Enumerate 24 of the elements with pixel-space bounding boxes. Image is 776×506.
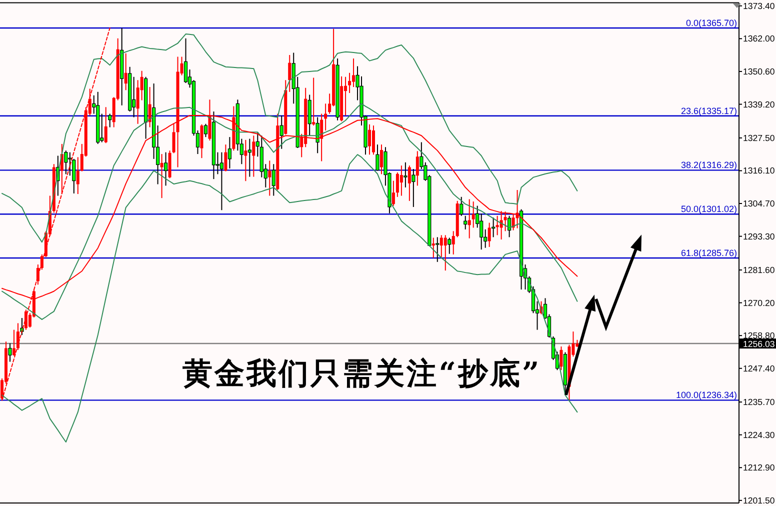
y-tick-label: 1258.80 [743, 330, 775, 341]
y-tick-label: 1201.50 [743, 495, 775, 506]
ref-line-label: 38.2(1316.29) [680, 160, 737, 170]
y-tick-label: 1224.30 [743, 430, 775, 440]
ref-line-label: 100.0(1236.34) [676, 390, 737, 400]
y-tick-label: 1293.30 [743, 231, 775, 242]
y-tick-label: 1247.40 [743, 363, 775, 374]
ref-line-label: 0.0(1365.70) [686, 18, 737, 28]
y-tick-label: 1304.70 [743, 198, 775, 208]
ref-line-label: 50.0(1301.02) [680, 204, 737, 214]
y-tick-label: 1362.00 [743, 34, 775, 44]
y-tick-label: 1339.20 [743, 99, 775, 110]
y-tick-label: 1235.70 [743, 397, 775, 408]
ref-line-label: 23.6(1335.17) [680, 106, 737, 116]
y-tick-label: 1212.90 [743, 462, 775, 473]
y-tick-label: 1373.40 [743, 0, 775, 11]
ref-line-label: 61.8(1285.76) [680, 248, 737, 258]
y-tick-label: 1270.20 [743, 298, 775, 308]
annotation: 黄金我们只需关注“抄底” [182, 356, 542, 392]
y-tick-label: 1316.10 [743, 166, 775, 176]
ref-line-label: 1256.03 [743, 339, 775, 350]
y-tick-label: 1327.50 [743, 132, 775, 143]
y-tick-label: 1350.60 [743, 66, 775, 76]
y-tick-label: 1281.60 [743, 264, 775, 275]
